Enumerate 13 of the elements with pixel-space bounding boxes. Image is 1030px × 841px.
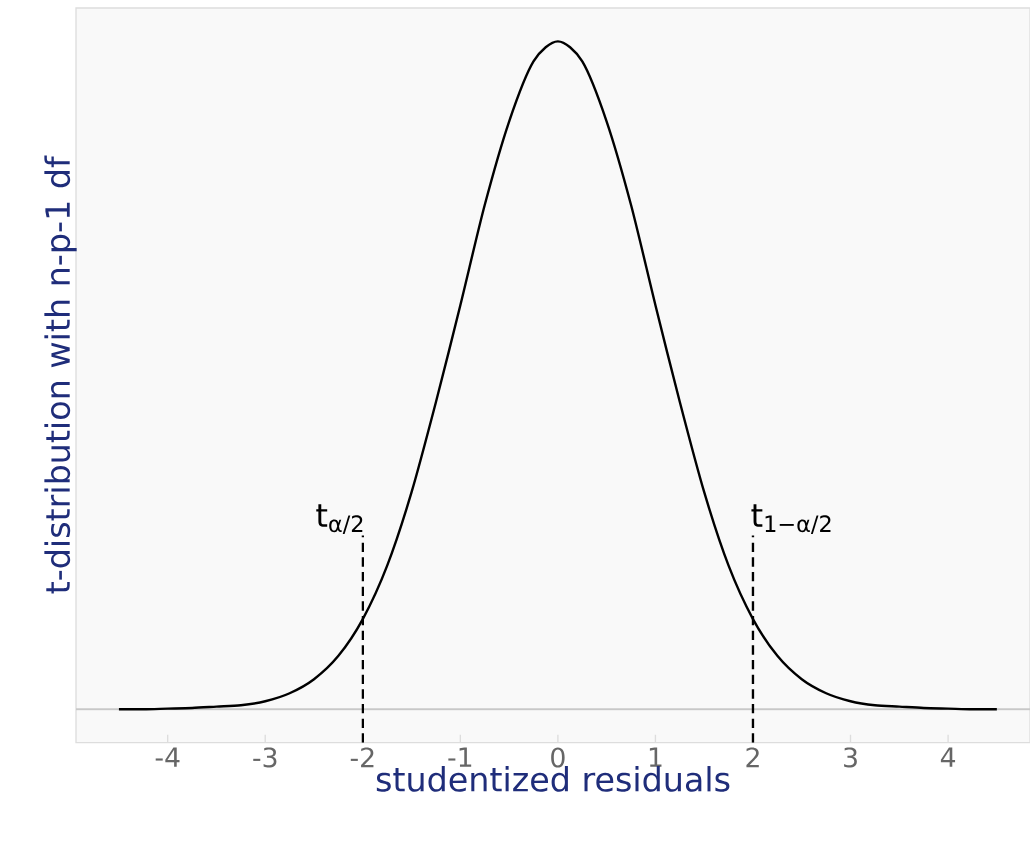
- ref-line-label: t$_{α/2}$: [316, 504, 363, 534]
- x-tick-label: -2: [350, 747, 374, 768]
- ref-line-label: t$_{1−α/2}$: [751, 504, 831, 534]
- x-tick-label: 1: [649, 747, 662, 767]
- x-tick-label: 0: [551, 747, 565, 768]
- x-tick-label: -4: [155, 747, 180, 767]
- x-tick-label: 3: [844, 747, 857, 768]
- x-axis-title: studentized residuals: [376, 765, 730, 792]
- x-tick-label: 4: [940, 747, 956, 767]
- x-tick-label: -3: [253, 747, 277, 768]
- x-tick-label: -1: [448, 747, 472, 767]
- x-tick-label: 2: [746, 747, 759, 768]
- y-axis-title: t-distribution with n-p-1 df: [44, 155, 77, 594]
